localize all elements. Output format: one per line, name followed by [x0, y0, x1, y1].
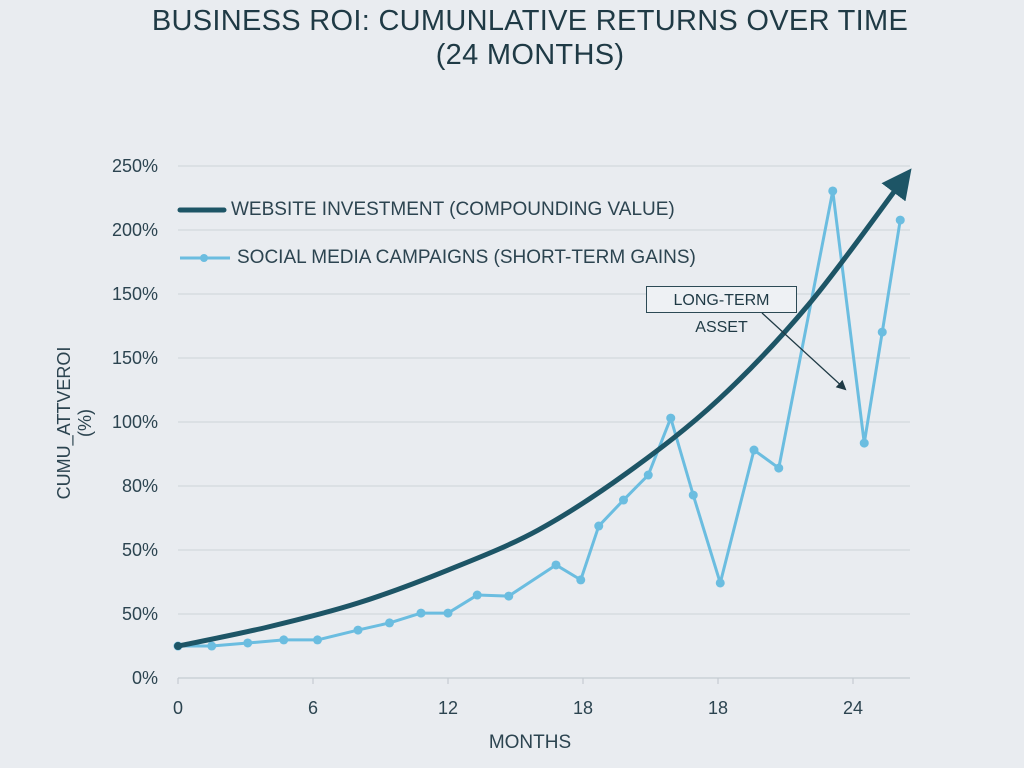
- data-point-social-media: [207, 641, 217, 651]
- series-line-website-investment: [175, 168, 912, 649]
- data-point-social-media: [443, 608, 453, 618]
- y-tick-label: 50%: [122, 540, 158, 560]
- chart-title: BUSINESS ROI: CUMUNLATIVE RETURNS OVER T…: [151, 5, 909, 71]
- y-tick-label: 150%: [112, 284, 158, 304]
- x-axis-ticks: 0 6 12 18 18 24: [173, 678, 863, 718]
- data-point-social-media: [619, 495, 628, 505]
- data-point-social-media: [472, 590, 482, 600]
- legend-label-website: WEBSITE INVESTMENT (COMPOUNDING VALUE): [231, 199, 675, 220]
- x-tick-label: 0: [173, 698, 183, 718]
- y-tick-label: 150%: [112, 348, 158, 368]
- data-point-social-media: [313, 635, 322, 645]
- data-point-social-media: [279, 635, 289, 645]
- data-point-social-media: [551, 560, 561, 570]
- x-tick-label: 6: [308, 698, 318, 718]
- data-point-social-media: [576, 575, 586, 585]
- legend-marker-social: [200, 254, 208, 262]
- data-point-social-media: [859, 438, 869, 448]
- annotation-long-term-asset: LONG-TERM ASSET: [646, 286, 797, 336]
- data-point-social-media: [828, 186, 838, 196]
- y-tick-label: 50%: [122, 604, 158, 624]
- data-point-social-media: [666, 413, 676, 423]
- x-axis-label: MONTHS: [488, 732, 572, 753]
- y-tick-label: 100%: [112, 412, 158, 432]
- data-point-social-media: [594, 521, 604, 531]
- annotation-arrow: [761, 312, 847, 391]
- data-point-social-media: [243, 638, 253, 648]
- series-layer: [173, 168, 912, 651]
- data-point-social-media: [643, 470, 653, 480]
- y-axis-ticks: 0% 50% 50% 80% 100% 150% 150% 200% 250%: [112, 156, 158, 688]
- data-point-social-media: [895, 215, 905, 225]
- data-point-social-media: [715, 578, 725, 588]
- data-point-social-media: [504, 591, 514, 601]
- x-tick-label: 18: [708, 698, 728, 718]
- x-tick-label: 18: [573, 698, 593, 718]
- legend: [177, 207, 230, 262]
- gridlines: [178, 165, 910, 679]
- y-tick-label: 250%: [112, 156, 158, 176]
- x-tick-label: 12: [438, 698, 458, 718]
- data-point-website-investment: [174, 642, 182, 651]
- y-tick-label: 0%: [132, 668, 158, 688]
- data-point-social-media: [385, 618, 394, 628]
- y-tick-label: 200%: [112, 220, 158, 240]
- data-point-social-media: [353, 625, 363, 635]
- y-tick-label: 80%: [122, 476, 158, 496]
- data-point-social-media: [416, 608, 426, 618]
- legend-label-social: SOCIAL MEDIA CAMPAIGNS (SHORT-TERM GAINS…: [237, 247, 696, 268]
- data-point-social-media: [688, 490, 698, 500]
- y-axis-label: CUMU_ATTVEROI (%): [54, 346, 95, 500]
- x-tick-label: 24: [843, 698, 863, 718]
- data-point-social-media: [749, 445, 759, 455]
- data-point-social-media: [877, 327, 887, 337]
- data-point-social-media: [774, 463, 784, 473]
